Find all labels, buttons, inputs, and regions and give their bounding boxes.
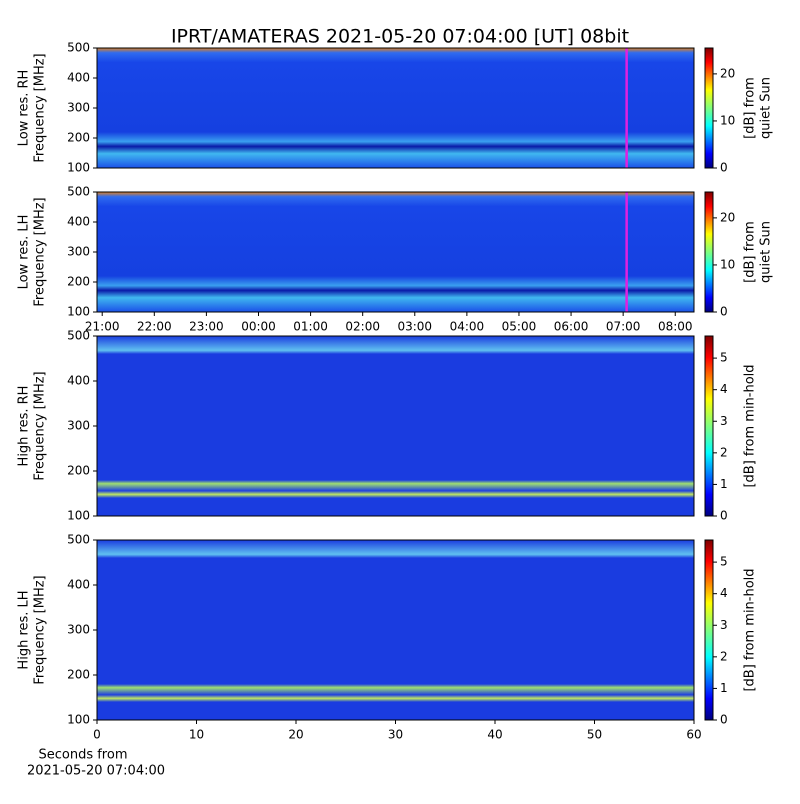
colorbar — [704, 191, 714, 313]
x-tick-label: 21:00 — [85, 320, 120, 334]
colorbar-tick-label: 20 — [720, 210, 735, 224]
colorbar-tick-label: 3 — [720, 618, 728, 632]
x-tick-label: 22:00 — [137, 320, 172, 334]
colorbar-label: quiet Sun — [759, 77, 774, 139]
y-tick-label: 200 — [67, 131, 90, 145]
x-tick-label: 07:00 — [606, 320, 641, 334]
y-axis-label: Frequency [MHz] — [33, 371, 48, 480]
colorbar-tick-label: 4 — [720, 586, 728, 600]
y-tick-label: 100 — [67, 509, 90, 523]
colorbar-tick-label: 5 — [720, 555, 728, 569]
colorbar-tick-label: 2 — [720, 445, 728, 459]
colorbar-label: [dB] from min-hold — [743, 568, 758, 691]
x-tick-label: 0 — [93, 728, 101, 742]
y-tick-label: 400 — [67, 215, 90, 229]
colorbar-tick-label: 0 — [720, 509, 728, 523]
y-tick-label: 500 — [67, 329, 90, 343]
y-tick-label: 200 — [67, 464, 90, 478]
colorbar-tick-label: 1 — [720, 477, 728, 491]
x-tick-label: 50 — [587, 728, 602, 742]
y-tick-label: 400 — [67, 71, 90, 85]
y-axis-label: Low res. LH — [17, 215, 32, 290]
y-axis-label: Frequency [MHz] — [33, 575, 48, 684]
colorbar — [704, 335, 714, 517]
y-axis-label: Low res. RH — [17, 70, 32, 147]
colorbar-tick-label: 0 — [720, 713, 728, 727]
x-tick-label: 20 — [288, 728, 303, 742]
colorbar — [704, 47, 714, 169]
spectrogram — [97, 336, 694, 516]
colorbar-tick-label: 0 — [720, 161, 728, 175]
x-tick-label: 60 — [686, 728, 701, 742]
colorbar-tick-label: 4 — [720, 382, 728, 396]
colorbar-tick-label: 5 — [720, 351, 728, 365]
x-tick-label: 03:00 — [397, 320, 432, 334]
x-tick-label: 08:00 — [658, 320, 693, 334]
spectrogram — [97, 540, 694, 720]
y-tick-label: 100 — [67, 305, 90, 319]
y-tick-label: 500 — [67, 185, 90, 199]
colorbar-label: [dB] from min-hold — [743, 364, 758, 487]
x-tick-label: 30 — [388, 728, 403, 742]
colorbar-label: [dB] from — [743, 221, 758, 283]
colorbar-tick-label: 3 — [720, 414, 728, 428]
y-tick-label: 100 — [67, 713, 90, 727]
y-axis-label: Frequency [MHz] — [33, 53, 48, 162]
y-tick-label: 400 — [67, 578, 90, 592]
colorbar-label: quiet Sun — [759, 221, 774, 283]
y-tick-label: 300 — [67, 419, 90, 433]
x-axis-label: 2021-05-20 07:04:00 — [27, 764, 165, 779]
y-tick-label: 200 — [67, 275, 90, 289]
colorbar — [704, 539, 714, 721]
y-axis-label: High res. RH — [17, 386, 32, 467]
colorbar-tick-label: 10 — [720, 257, 735, 271]
x-axis-label: Seconds from — [38, 748, 127, 763]
y-tick-label: 300 — [67, 623, 90, 637]
x-tick-label: 06:00 — [554, 320, 589, 334]
y-tick-label: 500 — [67, 41, 90, 55]
y-tick-label: 300 — [67, 101, 90, 115]
spectrogram — [97, 192, 694, 312]
x-tick-label: 05:00 — [502, 320, 537, 334]
colorbar-tick-label: 0 — [720, 305, 728, 319]
colorbar-tick-label: 10 — [720, 113, 735, 127]
x-tick-label: 40 — [487, 728, 502, 742]
spectrogram — [97, 48, 694, 168]
x-tick-label: 04:00 — [450, 320, 485, 334]
figure-title: IPRT/AMATERAS 2021-05-20 07:04:00 [UT] 0… — [171, 26, 629, 48]
y-tick-label: 300 — [67, 245, 90, 259]
colorbar-label: [dB] from — [743, 77, 758, 139]
x-tick-label: 00:00 — [241, 320, 276, 334]
y-tick-label: 100 — [67, 161, 90, 175]
x-tick-label: 02:00 — [345, 320, 380, 334]
x-tick-label: 10 — [189, 728, 204, 742]
y-axis-label: High res. LH — [17, 590, 32, 669]
colorbar-tick-label: 20 — [720, 66, 735, 80]
colorbar-tick-label: 1 — [720, 681, 728, 695]
colorbar-tick-label: 2 — [720, 649, 728, 663]
x-tick-label: 23:00 — [189, 320, 224, 334]
x-tick-label: 01:00 — [293, 320, 328, 334]
y-tick-label: 500 — [67, 533, 90, 547]
y-axis-label: Frequency [MHz] — [33, 197, 48, 306]
y-tick-label: 400 — [67, 374, 90, 388]
y-tick-label: 200 — [67, 668, 90, 682]
